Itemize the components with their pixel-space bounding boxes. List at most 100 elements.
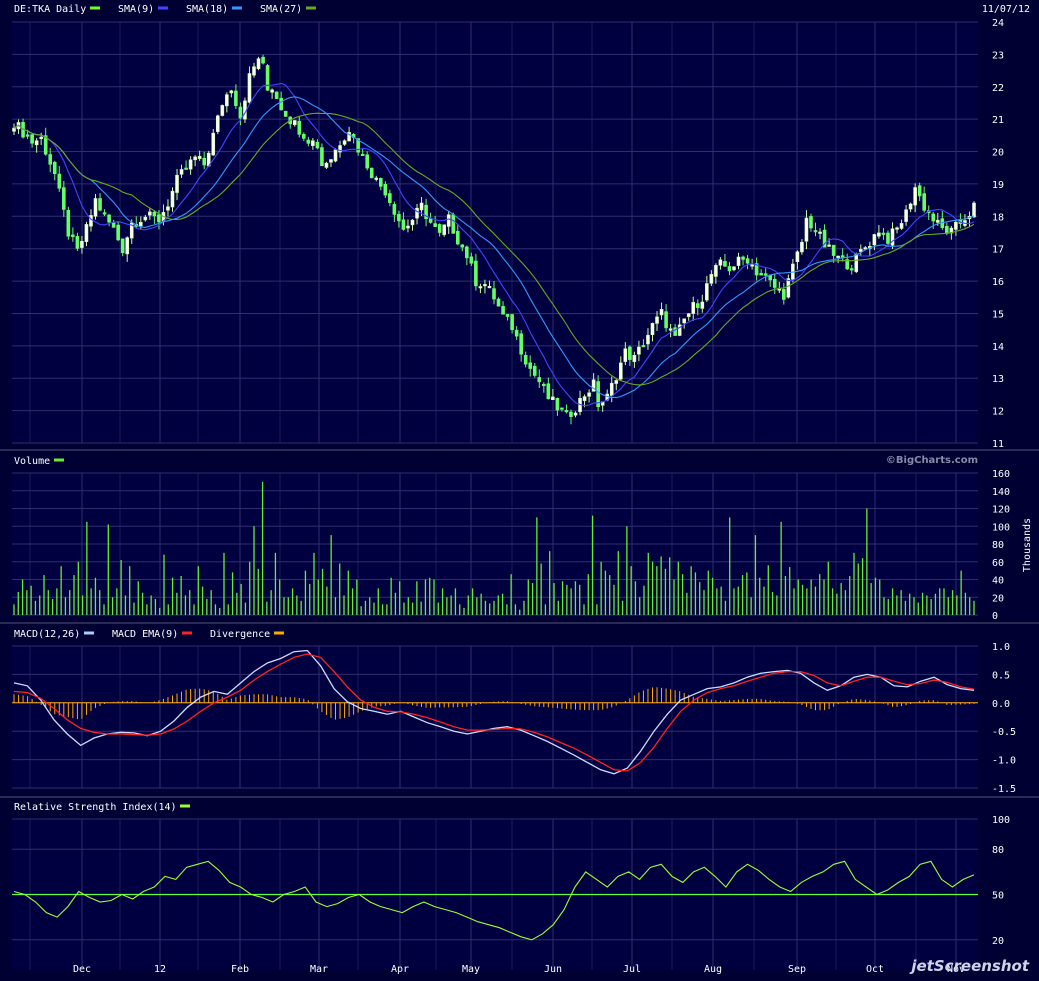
price-candle-body xyxy=(433,223,437,227)
volume-y-tick: 140 xyxy=(992,487,1010,498)
price-candle-body xyxy=(329,159,333,163)
macd-legend-label: MACD EMA(9) xyxy=(112,629,178,640)
price-candle-body xyxy=(30,134,34,144)
price-candle-body xyxy=(62,187,66,210)
macd-y-tick: -0.5 xyxy=(992,727,1016,738)
price-candle-body xyxy=(302,134,306,139)
volume-y-tick: 100 xyxy=(992,522,1010,533)
price-legend-label: SMA(27) xyxy=(260,4,302,15)
price-candle-body xyxy=(437,224,442,233)
volume-y-tick: 60 xyxy=(992,558,1004,569)
price-candle-body xyxy=(705,283,709,301)
price-candle-body xyxy=(700,301,705,309)
price-candle-body xyxy=(519,333,523,355)
price-candle-body xyxy=(247,73,252,103)
x-tick-label: Sep xyxy=(788,964,806,975)
price-candle-body xyxy=(256,58,261,70)
price-candle-body xyxy=(537,377,542,383)
price-candle-body xyxy=(338,145,342,153)
price-candle-body xyxy=(455,231,460,245)
price-candle-body xyxy=(646,334,650,345)
price-candle-body xyxy=(397,213,401,222)
price-candle-body xyxy=(587,392,591,397)
price-y-tick: 18 xyxy=(992,212,1004,223)
price-candle-body xyxy=(234,90,238,107)
price-candle-body xyxy=(265,65,270,91)
price-y-tick: 22 xyxy=(992,83,1004,94)
price-candle-body xyxy=(750,264,754,267)
volume-y-tick: 20 xyxy=(992,593,1004,604)
price-candle-body xyxy=(152,211,157,217)
price-candle-body xyxy=(80,240,84,248)
price-candle-body xyxy=(474,260,478,287)
price-candle-body xyxy=(736,256,741,266)
price-candle-body xyxy=(691,302,696,314)
price-candle-body xyxy=(170,190,175,208)
volume-y-axis-label: Thousands xyxy=(1022,518,1033,572)
price-candle-body xyxy=(768,274,773,281)
price-candle-body xyxy=(12,127,16,132)
price-candle-body xyxy=(428,218,433,223)
price-candle-body xyxy=(93,198,98,217)
x-tick-label: Apr xyxy=(391,964,409,975)
price-candle-body xyxy=(392,204,397,215)
macd-legend-label: MACD(12,26) xyxy=(14,629,80,640)
price-candle-body xyxy=(827,244,831,247)
price-candle-body xyxy=(102,212,107,215)
price-candle-body xyxy=(659,309,664,316)
price-candle-body xyxy=(917,185,922,197)
price-candle-body xyxy=(795,251,800,263)
rsi-y-tick: 100 xyxy=(992,815,1010,826)
volume-y-tick: 0 xyxy=(992,611,998,622)
price-candle-body xyxy=(460,244,465,248)
volume-legend-label: Volume xyxy=(14,456,50,467)
price-legend-label: SMA(9) xyxy=(118,4,154,15)
price-candle-body xyxy=(238,106,243,119)
price-y-tick: 19 xyxy=(992,180,1004,191)
price-candle-body xyxy=(528,362,533,369)
macd-y-tick: -1.0 xyxy=(992,756,1016,767)
price-candle-body xyxy=(487,286,492,289)
price-candle-body xyxy=(809,216,813,229)
price-candle-body xyxy=(25,134,30,137)
price-candle-body xyxy=(813,230,818,233)
macd-y-tick: 0.0 xyxy=(992,699,1010,710)
price-candle-body xyxy=(682,318,686,324)
price-candle-body xyxy=(39,136,43,139)
price-candle-body xyxy=(496,298,501,307)
price-y-tick: 21 xyxy=(992,115,1004,126)
price-candle-body xyxy=(261,56,265,64)
price-candle-body xyxy=(410,219,415,226)
price-y-tick: 17 xyxy=(992,245,1004,256)
price-candle-body xyxy=(686,313,691,317)
price-candle-body xyxy=(125,237,130,255)
price-y-tick: 13 xyxy=(992,374,1004,385)
price-candle-body xyxy=(225,94,229,107)
x-tick-label: Oct xyxy=(866,964,884,975)
macd-panel xyxy=(12,649,978,775)
price-candle-body xyxy=(424,204,428,220)
header-date: 11/07/12 xyxy=(982,4,1030,15)
price-candle-body xyxy=(274,91,279,99)
volume-y-tick: 120 xyxy=(992,505,1010,516)
price-candle-body xyxy=(356,138,360,153)
price-candle-body xyxy=(292,120,297,126)
price-candle-body xyxy=(43,135,48,155)
price-y-tick: 15 xyxy=(992,309,1004,320)
price-candle-body xyxy=(677,324,682,336)
price-candle-body xyxy=(98,198,102,211)
rsi-panel xyxy=(12,860,978,941)
x-tick-label: 12 xyxy=(154,964,166,975)
sma27-line xyxy=(13,112,975,386)
volume-panel xyxy=(13,481,975,615)
price-candle-body xyxy=(465,246,469,259)
price-candle-body xyxy=(632,355,637,362)
price-candle-body xyxy=(745,258,750,264)
price-y-tick: 23 xyxy=(992,50,1004,61)
price-candle-body xyxy=(342,140,347,145)
price-candle-body xyxy=(849,268,854,271)
price-candle-body xyxy=(560,407,564,410)
macd-ema-line xyxy=(13,653,975,772)
price-y-tick: 24 xyxy=(992,18,1004,29)
price-candle-body xyxy=(637,346,641,355)
